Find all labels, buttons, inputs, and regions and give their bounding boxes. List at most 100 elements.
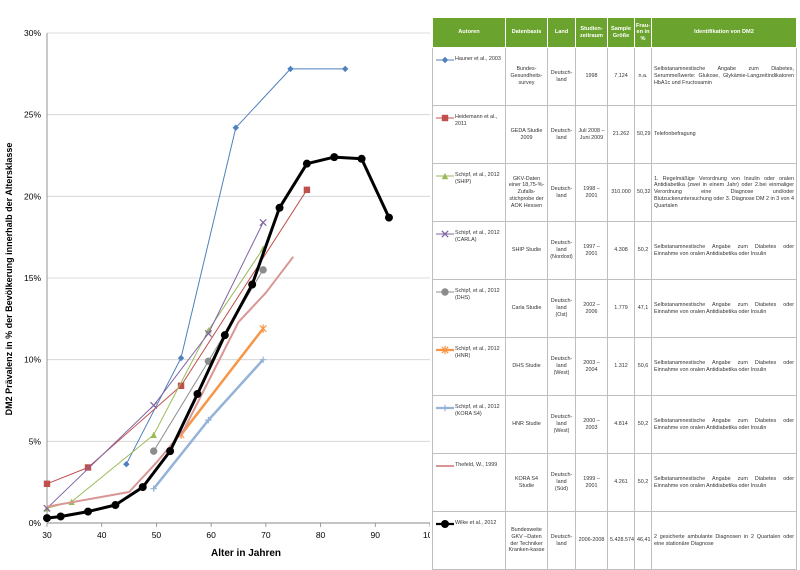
- data-point: [138, 483, 147, 492]
- table-row: Schipf, et al., 2012 (SHIP) GKV-Daten ein…: [432, 163, 797, 222]
- data-point: [177, 382, 185, 389]
- data-point: [259, 218, 267, 227]
- author-label: Thefeld, W., 1999: [455, 462, 498, 468]
- cell-country: Deutsch-land (West): [547, 395, 576, 454]
- cell-sample-size: 1.779: [607, 279, 635, 338]
- cell-sample-size: 21.262: [607, 105, 635, 164]
- data-point: [259, 324, 267, 333]
- data-point: [205, 416, 212, 424]
- cell-data-basis: KORA S4 Studie: [505, 453, 548, 512]
- cell-country: Deutsch-land: [547, 511, 576, 570]
- legend-marker-icon: [436, 56, 454, 64]
- series-7: [46, 256, 294, 508]
- x-axis-label: Alter in Jahren: [211, 548, 281, 559]
- cell-period: 1998: [575, 47, 608, 106]
- cell-identification: Selbstanamnestische Angabe zum Diabetes …: [651, 395, 797, 454]
- y-tick-label: 25%: [24, 110, 41, 120]
- legend-marker-icon: [436, 345, 454, 355]
- data-point: [441, 345, 449, 355]
- cell-data-basis: Bundesweite GKV –Daten der Techniker Kra…: [505, 511, 548, 570]
- prevalence-chart: 0% 5% 10% 15% 20% 25% 30% 30 40 50 60 70 80 90 100 Alt…: [4, 28, 430, 559]
- data-point: [43, 480, 51, 487]
- cell-identification: Selbstanamnestische Angabe zum Diabetes …: [651, 279, 797, 338]
- table-row: Schipf, et al., 2012 (DHS) Carla Studie De…: [432, 279, 797, 338]
- cell-data-basis: GKV-Daten einer 18,75-%-Zufalls-stichpro…: [505, 163, 548, 222]
- data-point: [259, 266, 267, 274]
- cell-identification: Selbstanamnestische Angabe zum Diabetes …: [651, 337, 797, 396]
- cell-identification: Selbstanamnestische Angabe zum Diabetes …: [651, 453, 797, 512]
- table-header-row: Autoren Datenbasis Land Studien-zeitraum…: [432, 17, 797, 48]
- x-tick-label: 30: [42, 530, 52, 540]
- cell-country: Deutsch-land (Süd): [547, 453, 576, 512]
- x-tick-label: 40: [97, 530, 107, 540]
- cell-period: 1999 – 2001: [575, 453, 608, 512]
- cell-women-pct: 50,32: [634, 163, 652, 222]
- table-row: Wilke et al., 2012 Bundesweite GKV –Daten…: [432, 511, 797, 570]
- cell-author: Schipf, et al., 2012 (KORA S4): [432, 395, 506, 454]
- cell-identification: Selbstanamnestische Angabe zum Diabetes,…: [651, 47, 797, 106]
- data-point: [111, 501, 120, 510]
- x-tick-label: 90: [371, 530, 381, 540]
- cell-data-basis: Bundes-Gesundheits-survey: [505, 47, 548, 106]
- cell-country: Deutsch-land (Ost): [547, 279, 576, 338]
- cell-sample-size: 4.308: [607, 221, 635, 280]
- author-label: Schipf, et al., 2012 (DHS): [455, 288, 500, 301]
- legend-marker-icon: [436, 230, 454, 238]
- series-line: [46, 222, 264, 509]
- x-tick-label: 100: [423, 530, 430, 540]
- axes: [46, 33, 430, 527]
- cell-period: 2002 – 2006: [575, 279, 608, 338]
- cell-identification: 1. Regelmäßige Verordnung von Insulin od…: [651, 163, 797, 222]
- data-point: [150, 431, 157, 438]
- y-tick-label: 30%: [24, 28, 41, 38]
- author-label: Schipf, et al., 2012 (SHIP): [455, 172, 500, 185]
- data-point: [84, 507, 93, 516]
- header-period: Studien-zeitraum: [575, 17, 608, 48]
- table-row: Schipf, et al., 2012 (HNR) DHS Studie Deut…: [432, 337, 797, 396]
- cell-data-basis: GEDA Studie 2009: [505, 105, 548, 164]
- table-row: Hauner et al., 2003 Bundes-Gesundheits-su…: [432, 47, 797, 106]
- data-point: [204, 329, 213, 338]
- cell-sample-size: 310.000: [607, 163, 635, 222]
- data-point: [220, 331, 229, 340]
- header-sample-size: Sample Größe: [607, 17, 635, 48]
- data-point: [149, 447, 158, 455]
- cell-author: Schipf, et al., 2012 (DHS): [432, 279, 506, 338]
- header-country: Land: [547, 17, 576, 48]
- data-point: [357, 154, 366, 163]
- header-data-basis: Datenbasis: [505, 17, 548, 48]
- y-tick-label: 15%: [24, 273, 41, 283]
- tick-labels: 0% 5% 10% 15% 20% 25% 30% 30 40 50 60 70 80 90 100: [24, 28, 430, 540]
- header-authors: Autoren: [432, 17, 506, 48]
- cell-author: Hauner et al., 2003: [432, 47, 506, 106]
- cell-sample-size: 7.124: [607, 47, 635, 106]
- legend-marker-icon: [436, 114, 454, 122]
- cell-author: Schipf, et al., 2012 (HNR): [432, 337, 506, 396]
- cell-period: 1998 – 2001: [575, 163, 608, 222]
- data-point: [441, 520, 449, 528]
- author-label: Hauner et al., 2003: [455, 56, 501, 62]
- cell-women-pct: 50,6: [634, 337, 652, 396]
- cell-country: Deutsch-land (Nordost): [547, 221, 576, 280]
- cell-women-pct: 50,2: [634, 453, 652, 512]
- cell-women-pct: 50,2: [634, 221, 652, 280]
- cell-period: 2003 – 2004: [575, 337, 608, 396]
- y-tick-label: 0%: [29, 518, 42, 528]
- author-label: Schipf, et al., 2012 (KORA S4): [455, 404, 500, 417]
- data-point: [441, 114, 449, 122]
- cell-country: Deutsch-land: [547, 47, 576, 106]
- cell-women-pct: 50,29: [634, 105, 652, 164]
- cell-data-basis: SHIP Studie: [505, 221, 548, 280]
- cell-women-pct: 46,41: [634, 511, 652, 570]
- cell-author: Schipf, et al., 2012 (SHIP): [432, 163, 506, 222]
- cell-period: Juli 2008 – Juni 2009: [575, 105, 608, 164]
- data-point: [441, 404, 449, 412]
- series-3: [43, 218, 267, 512]
- data-point: [341, 65, 349, 73]
- table-row: Thefeld, W., 1999 KORA S4 Studie Deutsch-l…: [432, 453, 797, 512]
- cell-author: Heidemann et al., 2011: [432, 105, 506, 164]
- data-point: [177, 354, 185, 362]
- series-line: [46, 256, 294, 508]
- data-point: [150, 401, 158, 410]
- cell-author: Wilke et al., 2012: [432, 511, 506, 570]
